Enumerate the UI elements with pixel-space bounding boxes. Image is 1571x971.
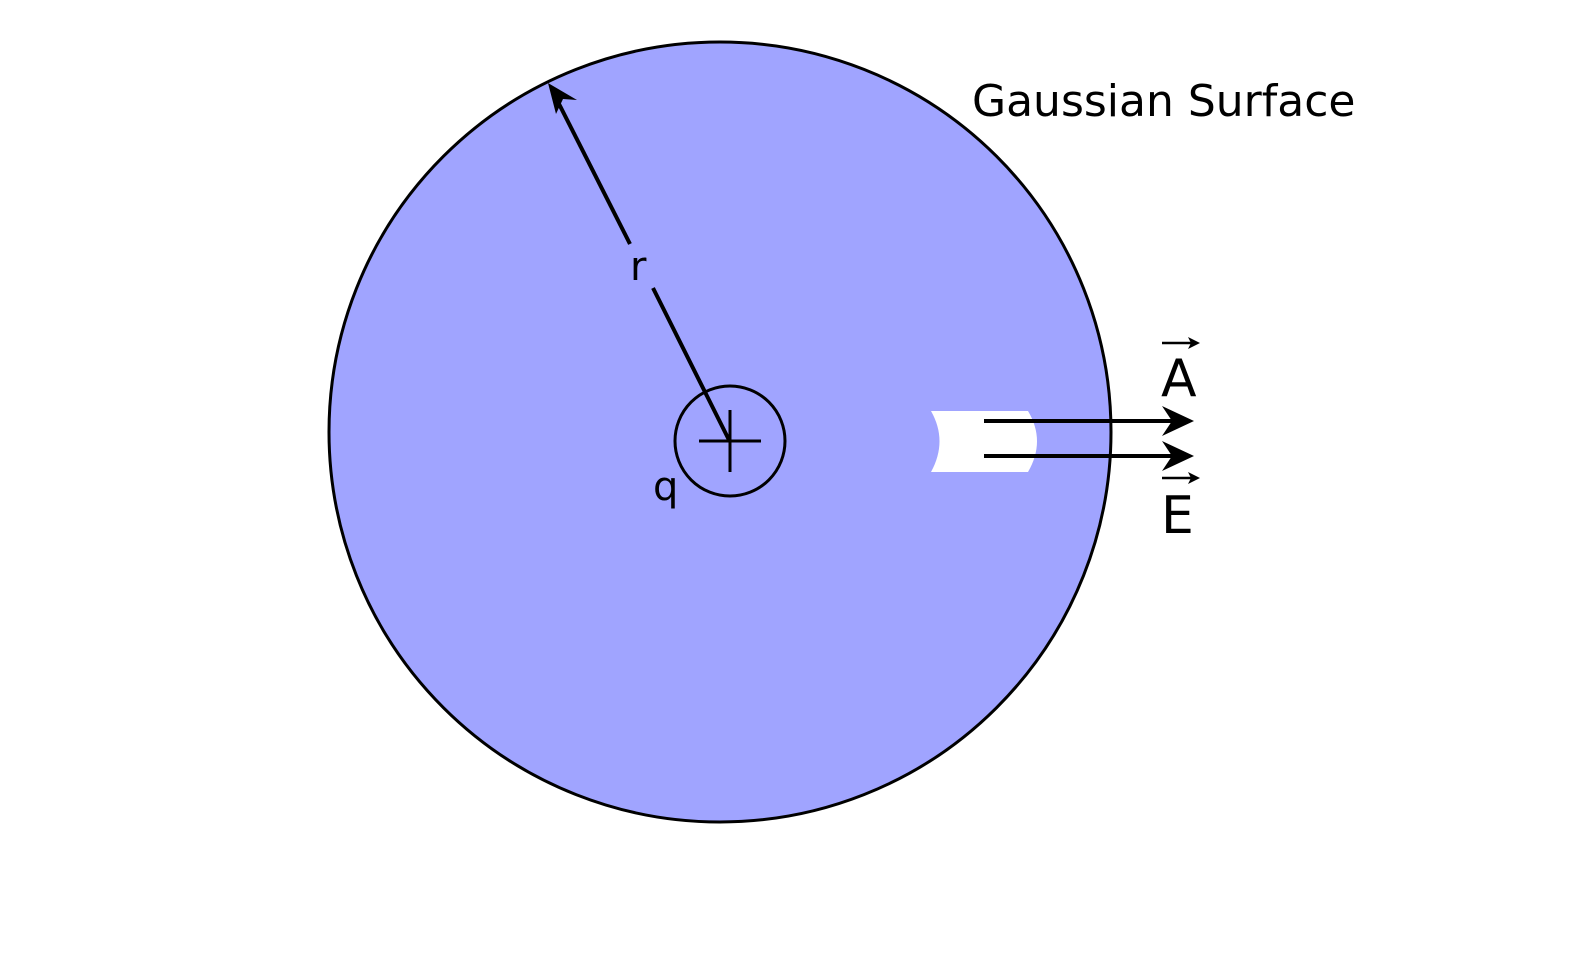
radius-line-lower [651,287,731,441]
gaussian-surface-title: Gaussian Surface [972,76,1355,127]
radius-line-upper [553,95,632,245]
radius-label: r [630,244,647,290]
charge-label: q [653,464,678,510]
field-vector-label-group: E [1161,472,1200,546]
area-vector-arrowhead-icon [1162,406,1194,436]
area-vector-label: A [1161,349,1197,409]
field-vector-arrowhead-icon [1162,441,1194,471]
plus-icon [699,410,761,472]
point-charge [673,384,787,498]
radius-arrowhead-icon [548,83,577,114]
field-vector-label: E [1161,486,1194,546]
area-vector-label-group: A [1161,337,1200,409]
gaussian-surface-sphere [327,40,1113,824]
